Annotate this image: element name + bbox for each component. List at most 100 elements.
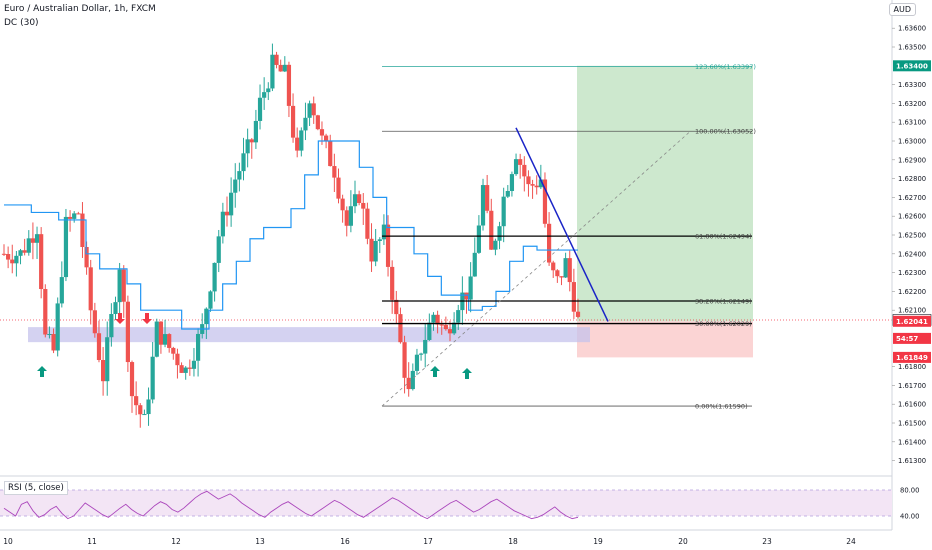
- candle-body: [84, 247, 89, 268]
- candle-body: [43, 289, 48, 335]
- y-tick-label: 1.62400: [898, 250, 926, 258]
- candle-body: [571, 282, 576, 312]
- candle-body: [47, 334, 52, 336]
- y-tick-label: 1.62100: [898, 307, 926, 315]
- fib-trend-line: [381, 131, 691, 407]
- candle-body: [229, 192, 234, 216]
- y-tick-label: 1.62500: [898, 232, 926, 240]
- candle-body: [567, 258, 572, 283]
- candle-body: [72, 213, 77, 219]
- candle-body: [328, 141, 333, 167]
- candle-body: [423, 339, 428, 354]
- candle-body: [257, 97, 263, 121]
- candle-body: [208, 291, 213, 309]
- candle-body: [195, 333, 201, 361]
- candle-body: [472, 252, 477, 277]
- y-tick-label: 1.62700: [898, 194, 926, 202]
- price-label-box: [893, 60, 931, 72]
- y-tick-label: 1.61500: [898, 420, 926, 428]
- candle-body: [538, 179, 543, 188]
- candle-body: [216, 236, 221, 263]
- candle-body: [410, 370, 415, 390]
- candle-body: [352, 194, 358, 207]
- candle-body: [435, 314, 440, 325]
- candle-body: [224, 211, 230, 216]
- profit-zone: [577, 65, 753, 322]
- rsi-level-label: 80.00: [900, 487, 919, 495]
- candle-body: [530, 184, 535, 186]
- candle-body: [96, 333, 102, 361]
- candle-body: [480, 185, 486, 226]
- y-tick-label: 1.61400: [898, 438, 926, 446]
- x-tick-label: 17: [423, 537, 433, 546]
- candle-body: [146, 399, 151, 415]
- candle-body: [546, 223, 552, 263]
- rsi-band: [0, 490, 892, 516]
- candle-body: [1, 253, 7, 255]
- candle-body: [563, 258, 568, 278]
- candle-body: [324, 135, 329, 142]
- x-tick-label: 13: [255, 537, 265, 546]
- buy-arrow-icon: [37, 366, 47, 377]
- candle-body: [406, 377, 411, 390]
- currency-badge[interactable]: AUD: [888, 3, 916, 16]
- candle-body: [418, 353, 424, 355]
- buy-arrow-icon: [430, 366, 440, 377]
- candle-body: [303, 117, 308, 131]
- candle-body: [447, 329, 453, 334]
- candle-body: [105, 337, 110, 382]
- candle-body: [319, 129, 325, 136]
- candle-body: [468, 276, 473, 300]
- candle-body: [493, 240, 498, 250]
- candle-body: [357, 194, 362, 203]
- candle-body: [377, 239, 382, 241]
- candle-body: [171, 347, 176, 354]
- candle-body: [125, 301, 130, 363]
- candle-body: [187, 367, 192, 369]
- fib-level-label: 38.20%(1.62149): [695, 297, 752, 305]
- candle-body: [464, 292, 469, 300]
- candle-body: [92, 310, 97, 334]
- chart-title: Euro / Australian Dollar, 1h, FXCM: [4, 4, 156, 14]
- candle-body: [340, 198, 345, 211]
- y-tick-label: 1.62200: [898, 288, 926, 296]
- candle-body: [365, 208, 370, 239]
- candle-body: [175, 353, 180, 366]
- y-tick-label: 1.62900: [898, 156, 926, 164]
- candle-body: [14, 255, 19, 264]
- x-tick-label: 11: [87, 537, 97, 546]
- x-tick-label: 23: [762, 537, 772, 546]
- price-label-text: 1.61849: [896, 354, 928, 362]
- price-label-text: 1.62041: [896, 318, 928, 326]
- candle-body: [150, 356, 155, 400]
- y-tick-label: 1.62800: [898, 175, 926, 183]
- rsi-label: RSI (5, close): [4, 481, 68, 495]
- candle-body: [245, 139, 250, 154]
- trend-line: [515, 127, 609, 322]
- x-tick-label: 24: [846, 537, 856, 546]
- candle-body: [332, 166, 337, 178]
- candle-body: [344, 210, 349, 226]
- rsi-line: [3, 490, 579, 520]
- x-tick-label: 16: [340, 537, 350, 546]
- candle-body: [158, 321, 164, 345]
- y-tick-label: 1.61700: [898, 382, 926, 390]
- candle-body: [183, 367, 188, 373]
- candle-body: [295, 137, 300, 151]
- candle-body: [278, 64, 283, 72]
- candle-body: [233, 179, 238, 193]
- candle-body: [369, 238, 374, 262]
- candle-body: [282, 64, 287, 72]
- candle-body: [113, 302, 118, 315]
- sell-arrow-icon: [142, 313, 152, 324]
- candle-body: [311, 103, 316, 116]
- candle-body: [497, 226, 502, 241]
- indicator-label: DC (30): [4, 18, 39, 28]
- candle-body: [241, 153, 246, 172]
- candle-body: [167, 334, 172, 348]
- candle-body: [385, 224, 391, 267]
- y-tick-label: 1.62600: [898, 213, 926, 221]
- price-label-box: [893, 351, 931, 363]
- candle-body: [191, 360, 197, 369]
